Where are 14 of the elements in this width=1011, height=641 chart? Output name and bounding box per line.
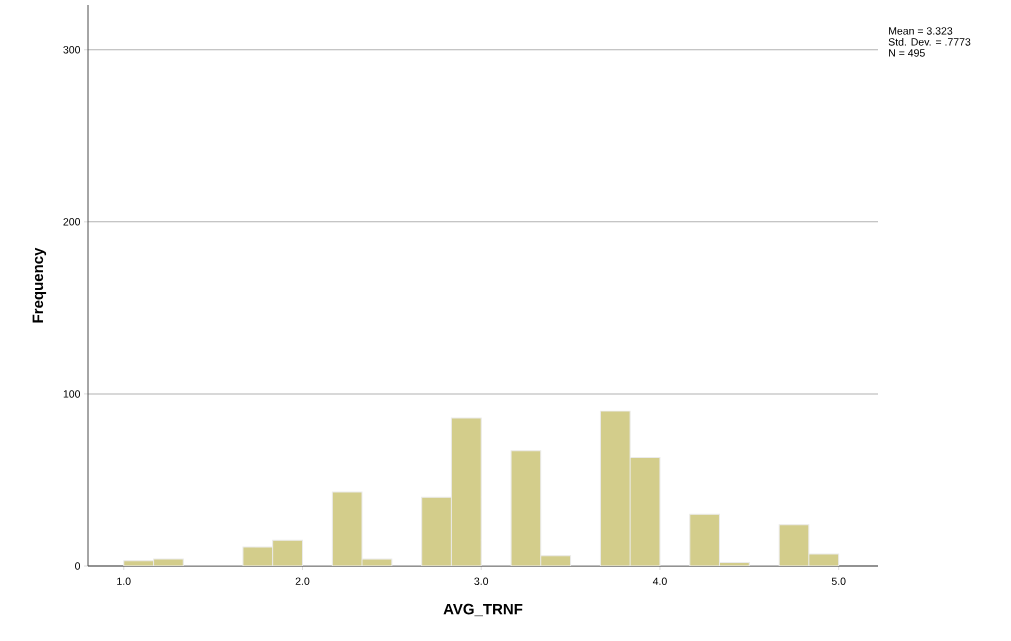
text: Mean = 3.323 [889,27,953,35]
x-tick-label: 1.0 [117,577,131,585]
x-tick-label: 3.0 [474,577,489,585]
x-tick-label: 5.0 [831,577,846,585]
y-tick-label: 200 [63,218,81,226]
y-tick-label: 0 [75,562,81,570]
text: N = 495 [889,49,925,57]
x-tick-label: 2.0 [295,577,310,585]
x-axis-title: AVG_TRNF [443,603,523,617]
x-tick-label: 4.0 [652,577,667,585]
text: Std. Dev. = .7773 [888,37,971,46]
y-tick-label: 100 [63,390,81,398]
y-axis-title: Frequency [32,247,47,323]
y-tick-label: 300 [63,46,81,54]
